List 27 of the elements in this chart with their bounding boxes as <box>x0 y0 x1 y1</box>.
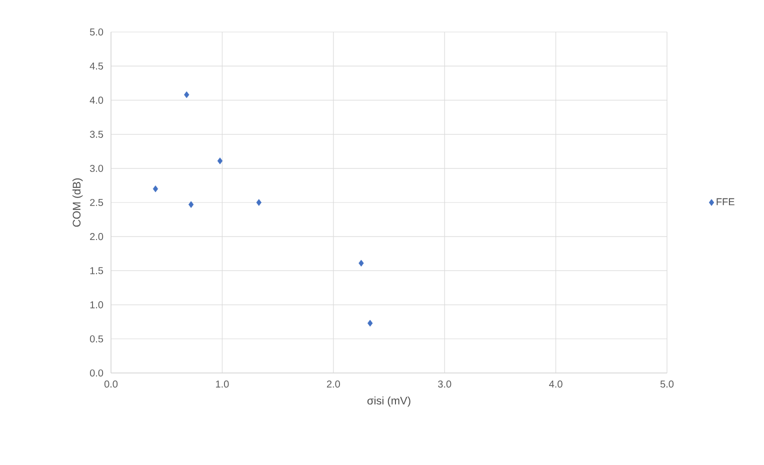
point <box>358 260 364 267</box>
y-tick-label: 2.5 <box>90 198 104 206</box>
y-tick-label: 4.0 <box>90 96 104 104</box>
y-tick-label: 3.5 <box>90 130 104 138</box>
x-tick-label: 1.0 <box>216 380 229 388</box>
x-tick-label: 3.0 <box>438 380 452 388</box>
point <box>256 199 262 206</box>
x-tick-label: 2.0 <box>326 380 340 388</box>
y-tick-label: 4.5 <box>90 62 104 70</box>
y-tick-label: 0.0 <box>90 369 104 377</box>
y-tick-label: 1.5 <box>90 267 104 274</box>
legend-label: FFE <box>716 198 734 206</box>
x-axis-title: σisi (mV) <box>367 396 410 407</box>
point <box>184 91 190 98</box>
point <box>152 185 158 192</box>
point <box>217 157 223 164</box>
x-tick-label: 5.0 <box>660 380 674 388</box>
y-tick-label: 2.0 <box>90 233 104 240</box>
x-tick-label: 4.0 <box>549 380 562 388</box>
x-tick-label: 0.0 <box>104 380 118 388</box>
y-axis-title: COM (dB) <box>72 178 83 227</box>
point <box>367 320 373 327</box>
y-tick-label: 1.0 <box>90 301 104 308</box>
y-tick-label: 0.5 <box>90 335 104 342</box>
y-tick-label: 5.0 <box>90 28 104 36</box>
point <box>188 201 194 208</box>
y-tick-label: 3.0 <box>90 164 104 172</box>
